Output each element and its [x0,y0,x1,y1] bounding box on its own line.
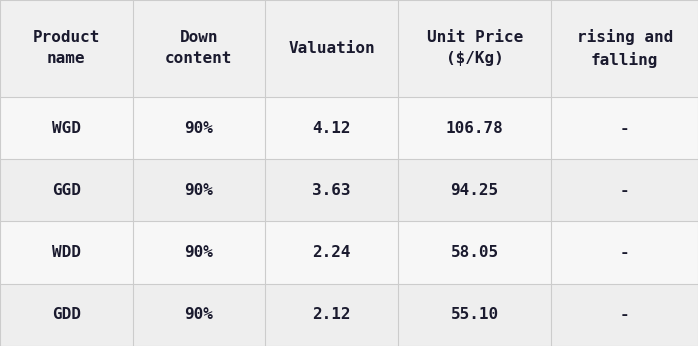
Bar [551,284,698,346]
Text: Unit Price
($/Kg): Unit Price ($/Kg) [426,30,523,66]
Bar [398,159,551,221]
Bar [0,284,133,346]
Text: -: - [620,307,630,322]
Bar [0,221,133,284]
Text: Down
content: Down content [165,30,232,66]
Bar [398,221,551,284]
Bar [551,97,698,159]
Text: 90%: 90% [184,120,214,136]
Bar [398,284,551,346]
Text: Product
name: Product name [33,30,100,66]
Text: rising and
falling: rising and falling [577,29,673,68]
Bar [265,284,398,346]
Text: -: - [620,245,630,260]
Text: WDD: WDD [52,245,81,260]
Text: 55.10: 55.10 [451,307,498,322]
Bar [0,159,133,221]
Bar [0,0,133,97]
Bar [133,0,265,97]
Text: 2.24: 2.24 [312,245,351,260]
Text: -: - [620,183,630,198]
Text: 58.05: 58.05 [451,245,498,260]
Text: GDD: GDD [52,307,81,322]
Bar [551,159,698,221]
Text: 90%: 90% [184,307,214,322]
Text: 4.12: 4.12 [312,120,351,136]
Text: 90%: 90% [184,245,214,260]
Text: -: - [620,120,630,136]
Bar [265,159,398,221]
Bar [133,221,265,284]
Text: 94.25: 94.25 [451,183,498,198]
Bar [133,97,265,159]
Text: GGD: GGD [52,183,81,198]
Text: 2.12: 2.12 [312,307,351,322]
Bar [133,284,265,346]
Text: 106.78: 106.78 [446,120,503,136]
Bar [0,97,133,159]
Text: 3.63: 3.63 [312,183,351,198]
Bar [265,0,398,97]
Bar [133,159,265,221]
Bar [551,0,698,97]
Bar [265,97,398,159]
Bar [551,221,698,284]
Text: 90%: 90% [184,183,214,198]
Bar [265,221,398,284]
Bar [398,97,551,159]
Text: Valuation: Valuation [288,41,375,56]
Text: WGD: WGD [52,120,81,136]
Bar [398,0,551,97]
